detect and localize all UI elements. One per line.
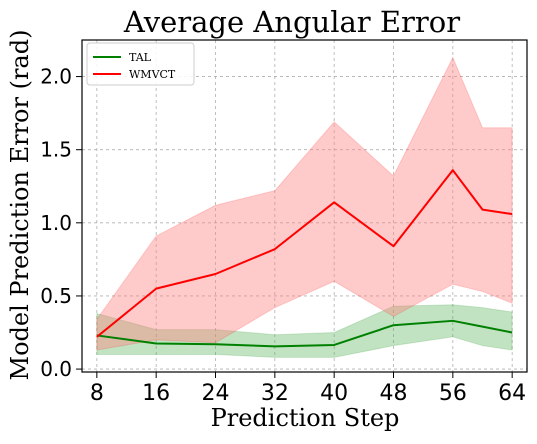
x-tick-label: 40	[320, 381, 348, 406]
x-tick-label: 16	[142, 381, 170, 406]
chart-title: Average Angular Error	[123, 5, 460, 39]
y-tick-label: 2.0	[40, 65, 72, 89]
confidence-bands	[96, 56, 513, 358]
y-tick-label: 0.0	[40, 357, 72, 381]
x-tick-label: 64	[498, 381, 526, 406]
series-line-tal	[96, 319, 513, 348]
x-axis-ticks: 8 16 24 32 40 48 56 64	[90, 372, 526, 406]
legend: TAL WMVCT	[86, 42, 195, 86]
x-tick-label: 32	[261, 381, 289, 406]
x-tick-label: 24	[202, 381, 230, 406]
legend-label-tal: TAL	[129, 51, 152, 64]
grid-lines	[82, 40, 527, 372]
y-tick-label: 1.0	[40, 211, 72, 235]
legend-label-wmvct: WMVCT	[129, 68, 176, 81]
y-tick-label: 0.5	[40, 284, 72, 308]
x-tick-label: 48	[380, 381, 408, 406]
x-tick-label: 8	[90, 381, 104, 406]
y-tick-label: 1.5	[40, 138, 72, 162]
series-lines	[96, 169, 513, 348]
x-tick-label: 56	[439, 381, 467, 406]
x-axis-label: Prediction Step	[211, 404, 400, 432]
series-line-wmvct	[96, 169, 513, 338]
plot-frame	[81, 39, 528, 373]
y-axis-ticks: 0.0 0.5 1.0 1.5 2.0	[40, 65, 82, 381]
y-axis-label: Model Prediction Error (rad)	[6, 30, 34, 381]
